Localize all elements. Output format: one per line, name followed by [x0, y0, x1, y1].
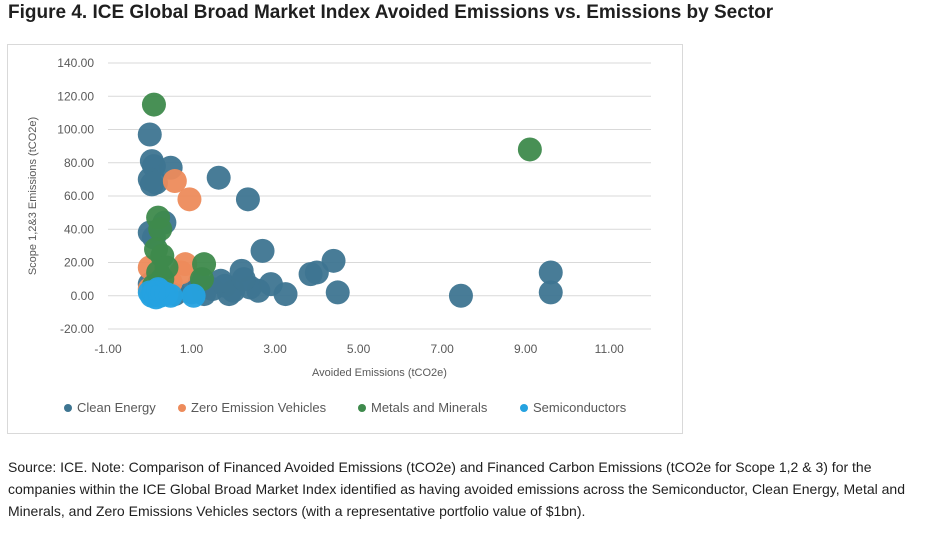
data-point	[206, 165, 231, 190]
data-point	[144, 170, 169, 195]
y-tick-label: 100.00	[57, 123, 94, 137]
legend-marker	[358, 404, 366, 412]
data-point	[538, 280, 563, 305]
y-tick-label: 60.00	[64, 189, 94, 203]
y-tick-label: 40.00	[64, 222, 94, 236]
data-point	[231, 267, 256, 292]
data-point	[162, 169, 187, 194]
scatter-chart: -20.00 0.00 20.00 40.00 60.00 80.00 100.00 120.…	[27, 56, 651, 415]
data-point	[181, 283, 206, 308]
data-point	[137, 122, 162, 147]
data-point	[141, 280, 166, 305]
data-point	[321, 248, 346, 273]
chart-container: -20.00 0.00 20.00 40.00 60.00 80.00 100.00 120.…	[7, 44, 683, 434]
data-point	[177, 187, 202, 212]
x-tick-label: 1.00	[180, 342, 204, 356]
y-axis-label: Scope 1,2&3 Emissions (tCO2e)	[27, 117, 39, 275]
legend-entry: Metals and Minerals	[371, 400, 488, 415]
data-point	[517, 137, 542, 162]
data-point	[538, 260, 563, 285]
x-tick-label: 11.00	[595, 342, 624, 356]
y-tick-label: 0.00	[71, 289, 95, 303]
figure-title: Figure 4. ICE Global Broad Market Index …	[8, 2, 774, 23]
legend-marker	[520, 404, 528, 412]
data-point	[304, 260, 329, 285]
y-tick-label: 20.00	[64, 256, 94, 270]
legend-marker	[64, 404, 72, 412]
x-tick-label: 5.00	[347, 342, 371, 356]
y-tick-label: 80.00	[64, 156, 94, 170]
legend-entry: Zero Emission Vehicles	[191, 400, 327, 415]
data-point	[148, 217, 173, 242]
data-point	[448, 283, 473, 308]
data-point	[325, 280, 350, 305]
x-tick-label: -1.00	[94, 342, 122, 356]
x-axis-label: Avoided Emissions (tCO2e)	[312, 367, 447, 379]
data-point	[235, 187, 260, 212]
source-note: Source: ICE. Note: Comparison of Finance…	[8, 459, 905, 519]
legend-entry: Semiconductors	[533, 400, 627, 415]
y-tick-label: -20.00	[60, 322, 94, 336]
data-point	[208, 268, 233, 293]
legend-marker	[178, 404, 186, 412]
x-tick-label: 7.00	[430, 342, 454, 356]
y-tick-label: 120.00	[57, 89, 94, 103]
data-point	[141, 92, 166, 117]
data-point	[250, 238, 275, 263]
data-point	[154, 255, 179, 280]
x-tick-label: 3.00	[263, 342, 287, 356]
legend-entry: Clean Energy	[77, 400, 156, 415]
x-tick-label: 9.00	[514, 342, 538, 356]
data-point	[273, 282, 298, 307]
y-tick-label: 140.00	[57, 56, 94, 70]
